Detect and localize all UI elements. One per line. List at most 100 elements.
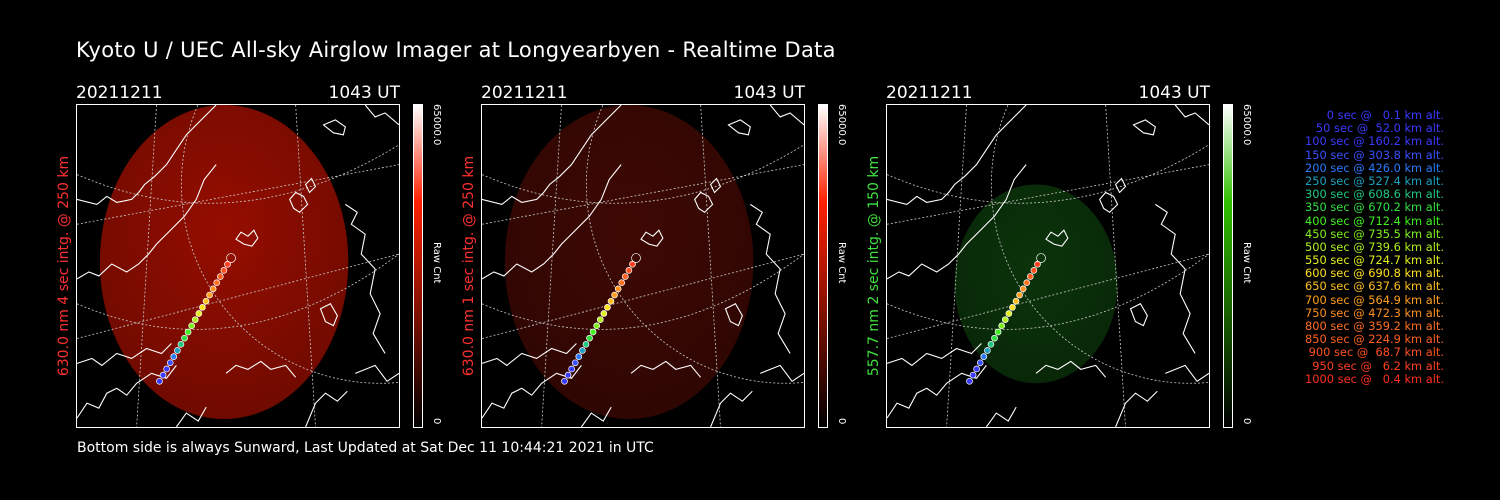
trajectory-point (980, 353, 988, 360)
trajectory-point (604, 304, 611, 311)
coastline (750, 203, 791, 354)
colorbar (1223, 104, 1233, 428)
trajectory-point (163, 365, 170, 373)
airglow-disk (954, 184, 1118, 384)
trajectory-point (582, 340, 590, 348)
panel-time: 1043 UT (733, 83, 806, 103)
legend-row: 750 sec @ 472.3 km alt. (1305, 305, 1444, 320)
trajectory-point (973, 365, 980, 373)
coastline (887, 105, 1027, 205)
trajectory-point (611, 291, 618, 299)
legend-row: 950 sec @ 6.2 km alt. (1312, 358, 1444, 373)
coastline (77, 164, 217, 280)
legend-row: 150 sec @ 303.8 km alt. (1305, 147, 1444, 162)
legend-row: 450 sec @ 735.5 km alt. (1305, 226, 1444, 241)
trajectory-point (206, 291, 213, 299)
trajectory-point (209, 285, 217, 293)
coastline (77, 105, 217, 205)
coastline (1114, 177, 1127, 194)
legend-row: 250 sec @ 527.4 km alt. (1305, 173, 1444, 188)
legend-row: 1000 sec @ 0.4 km alt. (1305, 371, 1444, 386)
trajectory-point (224, 260, 231, 268)
trajectory-point (596, 316, 604, 323)
trajectory-point (998, 322, 1006, 330)
page-title: Kyoto U / UEC All-sky Airglow Imager at … (76, 38, 836, 62)
trajectory-point (1012, 297, 1020, 305)
legend-row: 700 sec @ 564.9 km alt. (1305, 292, 1444, 307)
trajectory-point (969, 371, 977, 379)
trajectory-point (994, 328, 1002, 336)
coastline (225, 360, 297, 378)
coastline (1129, 303, 1148, 327)
panel-wavelength-label: 630.0 nm 4 sec intg. @ 250 km (56, 155, 72, 377)
coastline (1132, 119, 1156, 136)
legend-row: 550 sec @ 724.7 km alt. (1305, 253, 1444, 268)
trajectory-legend: 0 sec @ 0.1 km alt. 50 sec @ 52.0 km alt.… (1258, 108, 1444, 386)
trajectory-point (177, 340, 185, 348)
panel-date: 20211211 (76, 83, 163, 103)
legend-row: 100 sec @ 160.2 km alt. (1305, 134, 1444, 149)
panel-time: 1043 UT (1138, 83, 1211, 103)
legend-row: 200 sec @ 426.0 km alt. (1305, 160, 1444, 175)
trajectory-point (159, 371, 167, 379)
coastline (694, 191, 714, 214)
coastline (289, 191, 309, 214)
trajectory-point (216, 273, 224, 280)
trajectory-point (586, 334, 593, 342)
airglow-disk (504, 105, 754, 420)
trajectory-point (976, 359, 984, 367)
legend-row: 800 sec @ 359.2 km alt. (1305, 319, 1444, 333)
coastline (1174, 105, 1209, 126)
airglow-image (481, 104, 805, 428)
coastline (482, 164, 622, 280)
coastline (1115, 390, 1158, 427)
coastline (887, 343, 982, 367)
trajectory-point (166, 359, 174, 367)
coastline (769, 105, 804, 126)
coastline (724, 303, 743, 327)
coastline (345, 203, 386, 354)
airglow-image (886, 104, 1210, 428)
coastline (1045, 229, 1069, 247)
trajectory-point (1001, 316, 1009, 323)
trajectory-point (170, 353, 178, 360)
legend-row: 650 sec @ 637.6 km alt. (1305, 279, 1444, 294)
trajectory-point (629, 260, 636, 268)
coastline (727, 119, 751, 136)
coastline (709, 177, 722, 194)
trajectory-point (625, 267, 633, 274)
trajectory-point (600, 310, 608, 317)
colorbar (818, 104, 828, 428)
coastline (175, 406, 207, 427)
coastline (305, 390, 348, 427)
trajectory-point (966, 377, 973, 385)
colorbar-min-label: 0 (1241, 418, 1252, 425)
trajectory-point (188, 322, 196, 330)
legend-row: 350 sec @ 670.2 km alt. (1305, 200, 1444, 215)
coastline (630, 360, 702, 378)
trajectory-point (1023, 279, 1031, 287)
legend-row: 0 sec @ 0.1 km alt. (1326, 108, 1444, 122)
coastline (985, 406, 1017, 427)
colorbar-title: Raw Cnt (1241, 242, 1252, 284)
colorbar-title: Raw Cnt (836, 242, 847, 284)
trajectory-point (631, 253, 641, 263)
trajectory-point (1016, 291, 1023, 299)
colorbar-title: Raw Cnt (431, 242, 442, 284)
trajectory-point (191, 316, 199, 323)
colorbar-max-label: 65000.0 (431, 104, 442, 146)
panel-time: 1043 UT (328, 83, 401, 103)
trajectory-point (991, 334, 998, 342)
panel-wavelength-label: 630.0 nm 1 sec intg. @ 250 km (461, 155, 477, 377)
coastline (1099, 191, 1119, 214)
trajectory-point (213, 279, 221, 287)
coastline (364, 105, 399, 126)
trajectory-point (593, 322, 601, 330)
trajectory-point (199, 304, 206, 311)
coastline (304, 177, 317, 194)
panel-date: 20211211 (481, 83, 568, 103)
legend-row: 500 sec @ 739.6 km alt. (1305, 239, 1444, 254)
colorbar-max-label: 65000.0 (1241, 104, 1252, 146)
legend-row: 400 sec @ 712.4 km alt. (1305, 213, 1444, 228)
coastline (482, 343, 577, 367)
